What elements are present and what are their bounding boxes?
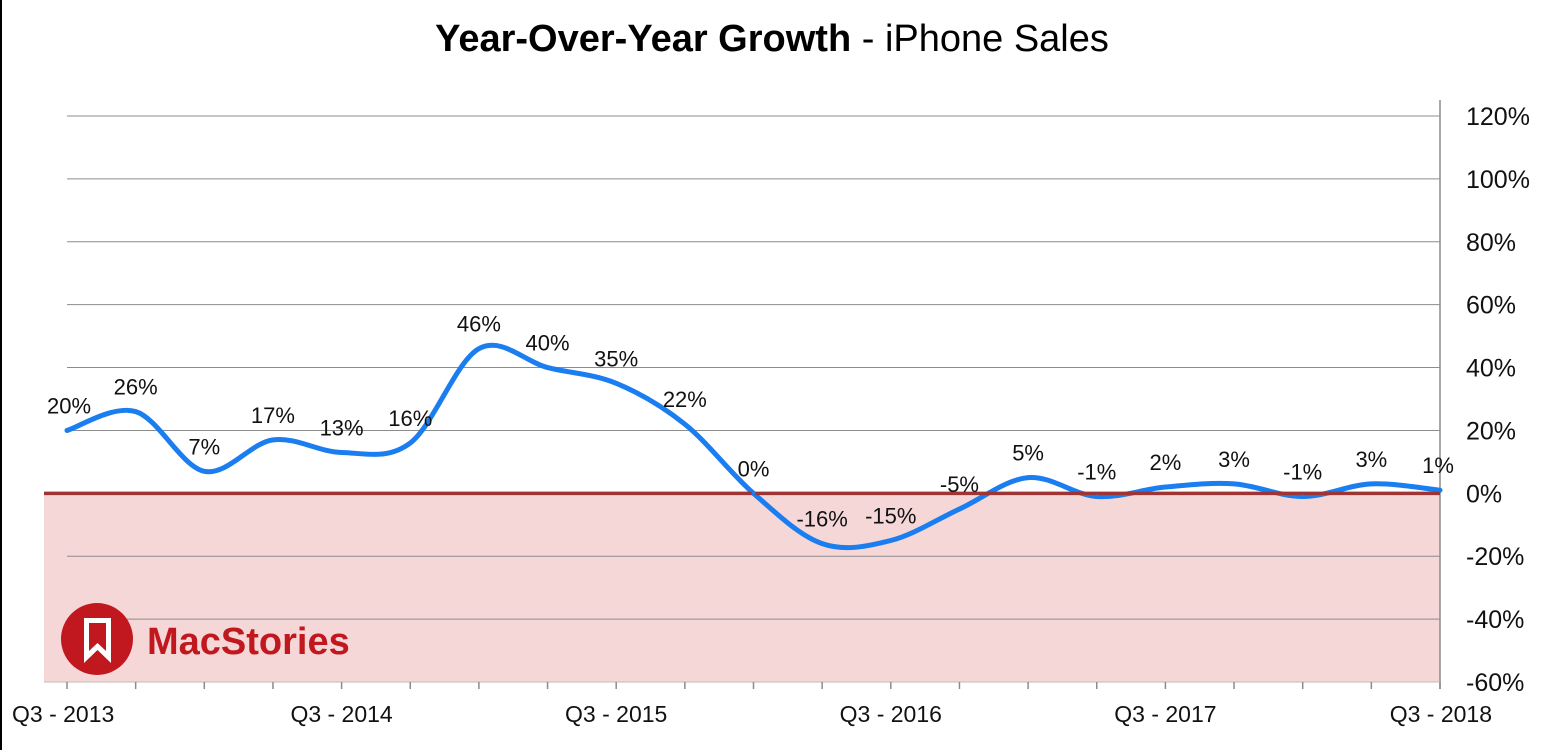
data-label: 13% bbox=[320, 415, 364, 440]
data-point bbox=[545, 365, 550, 370]
y-tick-label: 80% bbox=[1466, 229, 1516, 257]
y-tick-label: 20% bbox=[1466, 417, 1516, 445]
chart-title: Year-Over-Year Growth - iPhone Sales bbox=[0, 18, 1544, 61]
data-point bbox=[614, 381, 619, 386]
chart-title-bold: Year-Over-Year Growth bbox=[435, 18, 852, 60]
data-label: 17% bbox=[251, 403, 295, 428]
data-point bbox=[1369, 481, 1374, 486]
negative-region bbox=[44, 493, 1440, 682]
x-tick-label: Q3 - 2013 bbox=[12, 701, 114, 727]
data-point bbox=[1438, 488, 1442, 493]
data-label: 2% bbox=[1150, 450, 1182, 475]
x-tick-label: Q3 - 2018 bbox=[1390, 701, 1492, 727]
data-point bbox=[682, 422, 687, 427]
data-label: -1% bbox=[1283, 459, 1322, 484]
data-point bbox=[751, 491, 756, 496]
chart-title-rest: - iPhone Sales bbox=[861, 18, 1109, 60]
data-point bbox=[133, 409, 138, 414]
y-tick-label: 120% bbox=[1466, 103, 1530, 131]
data-label: 40% bbox=[526, 331, 570, 356]
data-label: 5% bbox=[1012, 441, 1044, 466]
y-tick-label: -40% bbox=[1466, 606, 1524, 634]
data-point bbox=[202, 469, 207, 474]
y-tick-label: -60% bbox=[1466, 669, 1524, 697]
data-point bbox=[1026, 475, 1031, 480]
data-point bbox=[820, 541, 825, 546]
data-label: -15% bbox=[865, 504, 916, 529]
data-point bbox=[1232, 481, 1237, 486]
data-point bbox=[888, 538, 893, 543]
data-label: 1% bbox=[1422, 453, 1454, 478]
data-point bbox=[1163, 485, 1168, 490]
data-point bbox=[270, 437, 275, 442]
data-label: 35% bbox=[594, 346, 638, 371]
data-label: 20% bbox=[47, 393, 91, 418]
data-point bbox=[65, 428, 69, 433]
y-tick-label: 40% bbox=[1466, 355, 1516, 383]
data-label: 0% bbox=[738, 456, 770, 481]
y-tick-label: 100% bbox=[1466, 166, 1530, 194]
macstories-wordmark: MacStories bbox=[147, 621, 350, 663]
macstories-logo: MacStories bbox=[61, 603, 350, 675]
y-tick-label: 0% bbox=[1466, 480, 1502, 508]
y-tick-label: 60% bbox=[1466, 292, 1516, 320]
x-tick-label: Q3 - 2017 bbox=[1114, 701, 1216, 727]
data-point bbox=[476, 346, 481, 351]
data-label: -16% bbox=[796, 507, 847, 532]
data-label: 3% bbox=[1355, 447, 1387, 472]
data-point bbox=[408, 441, 413, 446]
x-tick-label: Q3 - 2014 bbox=[290, 701, 392, 727]
series-line bbox=[64, 342, 1443, 551]
data-label: 3% bbox=[1218, 447, 1250, 472]
data-point bbox=[1300, 494, 1305, 499]
data-label: 26% bbox=[114, 375, 158, 400]
data-label: 46% bbox=[457, 312, 501, 337]
data-label: 7% bbox=[188, 434, 220, 459]
data-label: 16% bbox=[388, 406, 432, 431]
data-point bbox=[339, 450, 344, 455]
data-label: 22% bbox=[663, 387, 707, 412]
x-tick-label: Q3 - 2015 bbox=[565, 701, 667, 727]
data-point bbox=[957, 507, 962, 512]
x-tick-label: Q3 - 2016 bbox=[840, 701, 942, 727]
data-label: -5% bbox=[940, 472, 979, 497]
data-point bbox=[1094, 494, 1099, 499]
data-label: -1% bbox=[1077, 459, 1116, 484]
y-tick-label: -20% bbox=[1466, 543, 1524, 571]
